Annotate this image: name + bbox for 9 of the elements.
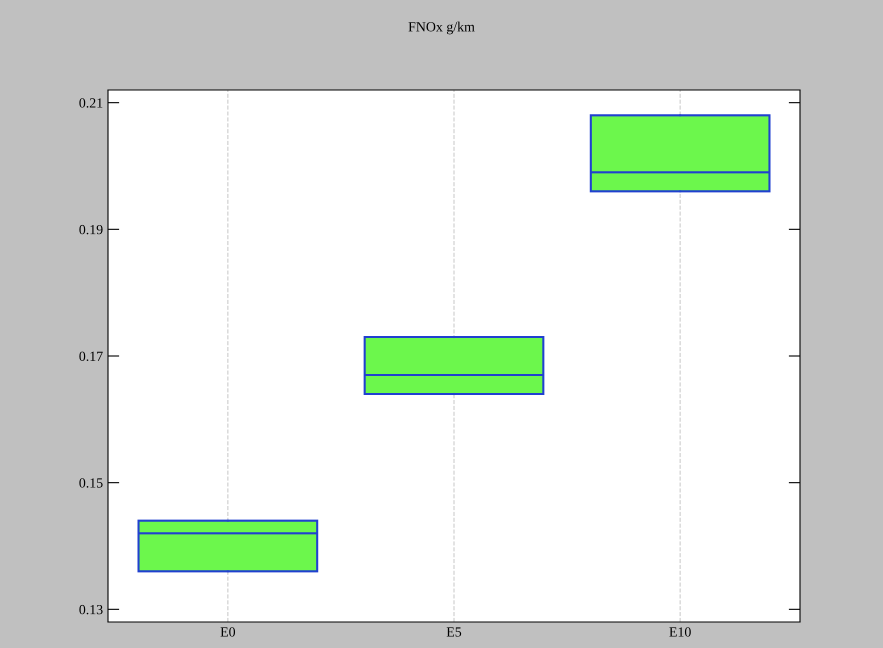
chart-title: FNOx g/km: [408, 22, 475, 34]
y-tick-label: 0.21: [79, 98, 102, 108]
y-tick-label: 0.15: [79, 478, 103, 488]
y-tick-label: 0.17: [79, 352, 103, 362]
x-tick-label: E0: [220, 627, 236, 637]
x-tick-label: E5: [446, 627, 462, 637]
y-tick-label: 0.13: [79, 604, 103, 614]
x-tick-label: E10: [669, 627, 691, 637]
y-tick-label: 0.19: [79, 224, 103, 234]
